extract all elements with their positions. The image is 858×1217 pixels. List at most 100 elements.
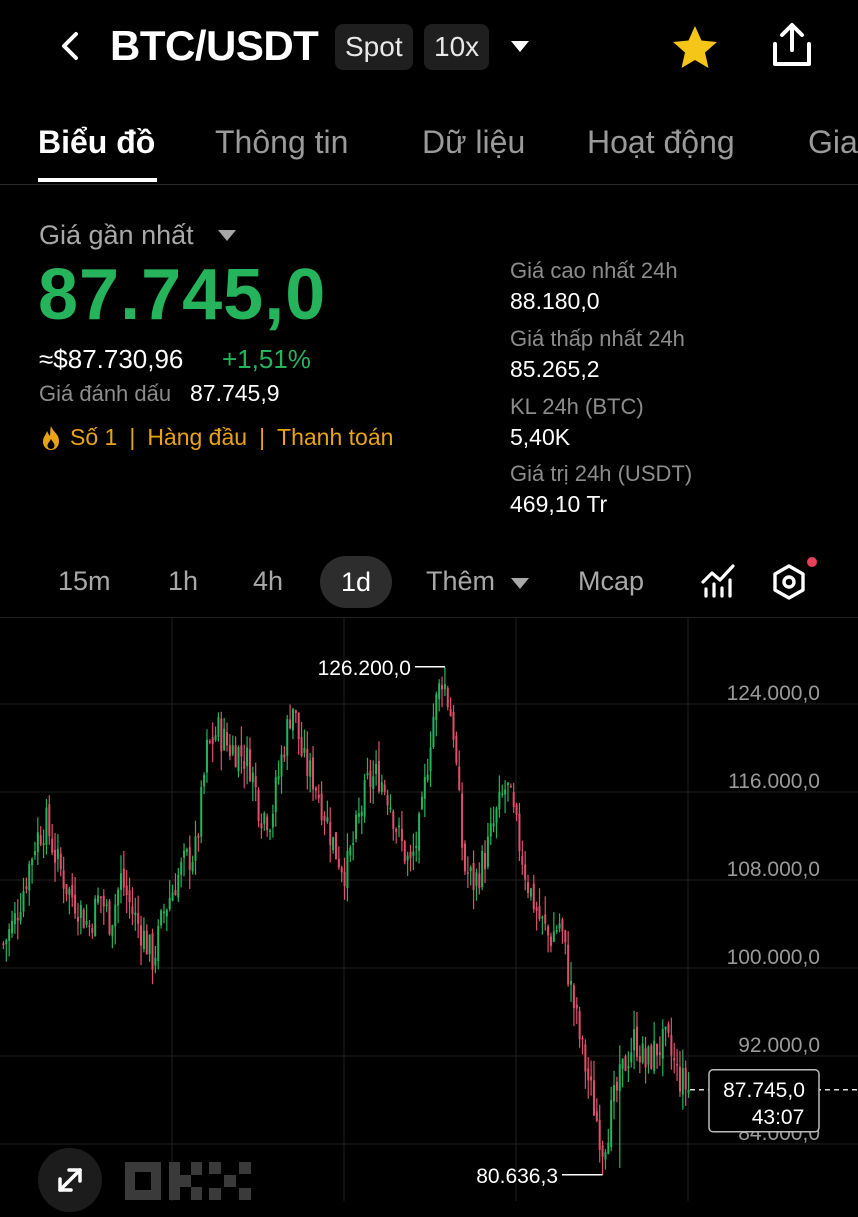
candle-body — [291, 708, 294, 731]
candle-body — [595, 1111, 598, 1121]
candle-body — [590, 1076, 593, 1081]
low-price-label: 80.636,3 — [476, 1165, 558, 1188]
candle-body — [177, 874, 180, 898]
candle-body — [102, 895, 105, 907]
candle-body — [271, 813, 274, 828]
candle-body — [62, 870, 65, 889]
leverage-chip[interactable]: 10x — [424, 24, 490, 70]
candle-body — [570, 980, 573, 985]
payment-tag[interactable]: Thanh toán — [277, 424, 394, 450]
candle-body — [42, 843, 45, 846]
candle-body — [277, 775, 280, 780]
candle-body — [48, 804, 51, 837]
candle-body — [137, 913, 140, 924]
y-tick-label: 92.000,0 — [738, 1034, 820, 1057]
pair-title[interactable]: BTC/USDT — [110, 22, 319, 69]
candle-body — [286, 719, 289, 756]
chart-settings-icon[interactable] — [770, 563, 808, 601]
candle-body — [489, 823, 492, 837]
more-chevron-icon[interactable] — [511, 578, 529, 589]
candle-body — [205, 739, 208, 773]
candle-body — [366, 772, 369, 776]
candle-body — [452, 712, 455, 740]
price-type-label[interactable]: Giá gần nhất — [39, 220, 194, 250]
candle-body — [527, 882, 530, 893]
candle-body — [314, 788, 317, 791]
candle-body — [360, 811, 363, 816]
market-type-chip[interactable]: Spot — [335, 24, 413, 70]
share-icon[interactable] — [767, 20, 817, 70]
candle-body — [386, 795, 389, 806]
interval-1d[interactable]: 1d — [320, 556, 392, 608]
candle-body — [670, 1035, 673, 1056]
candle-body — [601, 1145, 604, 1157]
candle-body — [257, 789, 260, 821]
candle-body — [389, 807, 392, 810]
price-change-percent: +1,51% — [222, 344, 311, 374]
ranking-tags[interactable]: Số 1 | Hàng đầu | Thanh toán — [40, 424, 393, 451]
candle-body — [160, 910, 163, 926]
candle-body — [498, 791, 501, 810]
active-tab-indicator — [38, 178, 157, 182]
candle-body — [188, 847, 191, 870]
candle-body — [171, 892, 174, 901]
top-tag[interactable]: Hàng đầu — [147, 424, 248, 450]
chevron-down-icon[interactable] — [511, 41, 529, 52]
rank-tag[interactable]: Số 1 — [70, 424, 118, 450]
candle-body — [337, 858, 340, 868]
indicators-icon[interactable] — [700, 562, 736, 598]
price-type-chevron-icon[interactable] — [218, 230, 236, 241]
candle-body — [217, 717, 220, 737]
candle-body — [162, 911, 165, 914]
volume-24h-label: KL 24h (BTC) — [510, 394, 644, 419]
candle-body — [97, 895, 100, 903]
candle-body — [323, 815, 326, 821]
candle-body — [94, 898, 97, 937]
interval-4h[interactable]: 4h — [253, 566, 284, 596]
candle-body — [13, 913, 16, 925]
star-icon[interactable] — [670, 23, 720, 73]
candle-body — [575, 1004, 578, 1009]
tab-activity[interactable]: Hoạt động — [587, 124, 735, 160]
candle-body — [99, 896, 102, 899]
candle-body — [114, 904, 117, 927]
tab-price-partial[interactable]: Gia — [808, 124, 858, 160]
candle-body — [455, 735, 458, 763]
tab-data[interactable]: Dữ liệu — [422, 124, 526, 160]
candle-body — [59, 853, 62, 870]
candle-body — [240, 745, 243, 757]
candle-body — [372, 776, 375, 789]
interval-more[interactable]: Thêm — [426, 566, 496, 596]
candle-body — [461, 793, 464, 848]
candle-body — [280, 754, 283, 777]
candle-body — [406, 855, 409, 861]
tab-info[interactable]: Thông tin — [215, 124, 349, 160]
mcap-toggle[interactable]: Mcap — [578, 566, 645, 596]
candle-body — [561, 919, 564, 932]
interval-1h[interactable]: 1h — [168, 566, 199, 596]
back-arrow-icon[interactable] — [52, 26, 92, 66]
candle-body — [423, 776, 426, 799]
candle-body — [16, 917, 19, 921]
candle-body — [28, 863, 31, 891]
y-tick-label: 100.000,0 — [727, 946, 820, 969]
candle-body — [492, 823, 495, 827]
candle-body — [667, 1024, 670, 1033]
candle-body — [469, 867, 472, 872]
candle-body — [117, 889, 120, 906]
tab-chart[interactable]: Biểu đồ — [38, 124, 156, 160]
candle-body — [650, 1045, 653, 1069]
candle-body — [228, 745, 231, 756]
candle-body — [303, 748, 306, 753]
candle-body — [54, 849, 57, 863]
candle-body — [246, 747, 249, 767]
candle-body — [633, 1029, 636, 1051]
candle-body — [45, 807, 48, 845]
candle-body — [300, 737, 303, 756]
candlestick-chart[interactable]: 124.000,0 116.000,0 108.000,0 100.000,0 92.0… — [0, 617, 858, 1201]
interval-15m[interactable]: 15m — [58, 566, 111, 596]
candle-body — [587, 1068, 590, 1081]
candle-body — [506, 782, 509, 786]
candle-body — [432, 716, 435, 747]
expand-chart-button[interactable] — [38, 1148, 102, 1212]
